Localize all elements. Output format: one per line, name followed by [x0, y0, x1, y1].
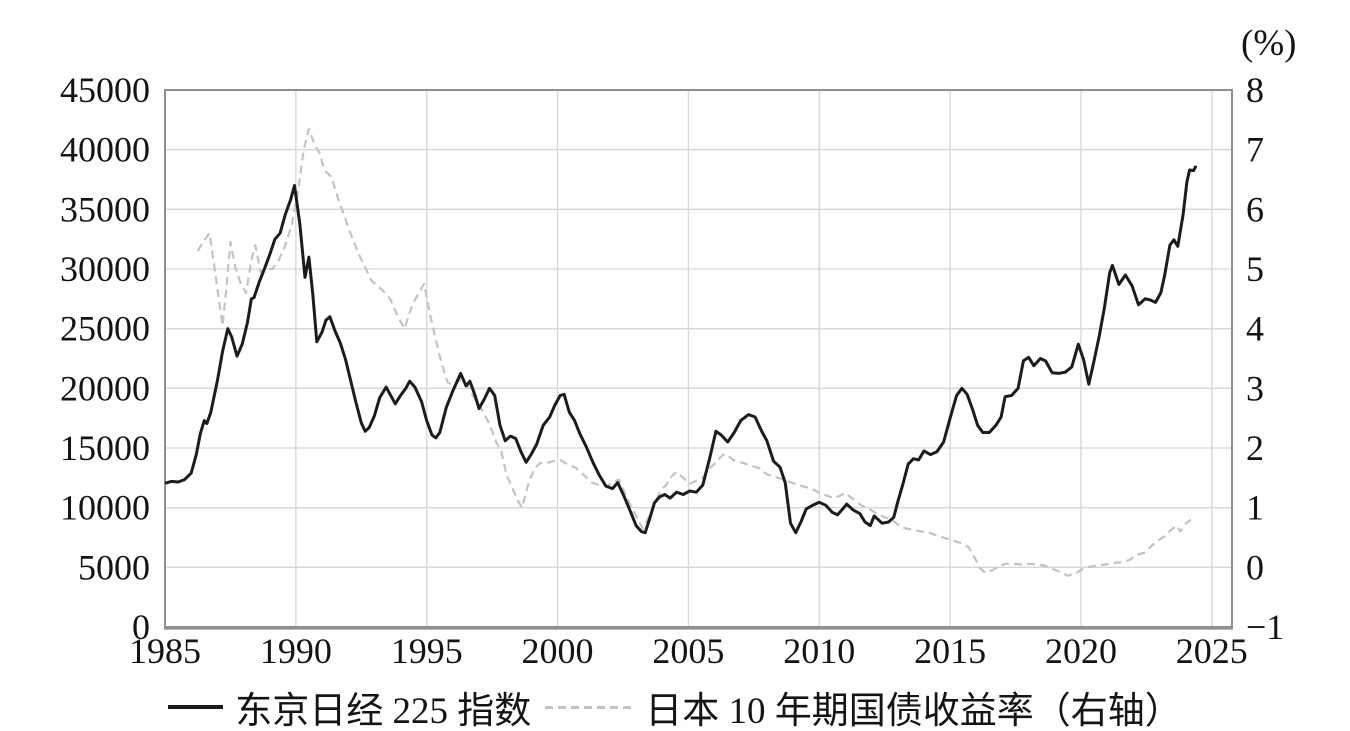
- svg-text:1990: 1990: [260, 631, 332, 671]
- svg-text:0: 0: [1246, 547, 1264, 587]
- legend: 东京日经 225 指数 日本 10 年期国债收益率（右轴）: [0, 680, 1350, 731]
- svg-text:2: 2: [1246, 428, 1264, 468]
- svg-text:25000: 25000: [60, 309, 150, 349]
- svg-text:30000: 30000: [60, 249, 150, 289]
- nikkei-solid-line-swatch: [168, 705, 224, 709]
- right-axis-unit-label: (%): [1241, 23, 1297, 64]
- svg-text:20000: 20000: [60, 368, 150, 408]
- svg-text:2015: 2015: [914, 631, 986, 671]
- svg-text:2020: 2020: [1045, 631, 1117, 671]
- svg-text:−1: −1: [1246, 607, 1284, 647]
- svg-text:4: 4: [1246, 309, 1264, 349]
- svg-text:1995: 1995: [391, 631, 463, 671]
- svg-text:2000: 2000: [522, 631, 594, 671]
- svg-text:10000: 10000: [60, 488, 150, 528]
- legend-label-jgb: 日本 10 年期国债收益率（右轴）: [645, 691, 1182, 731]
- svg-text:3: 3: [1246, 368, 1264, 408]
- svg-text:40000: 40000: [60, 130, 150, 170]
- svg-text:45000: 45000: [60, 70, 150, 110]
- svg-text:35000: 35000: [60, 189, 150, 229]
- legend-label-nikkei: 东京日经 225 指数: [235, 691, 532, 731]
- svg-text:6: 6: [1246, 189, 1264, 229]
- svg-text:1: 1: [1246, 488, 1264, 528]
- svg-text:1985: 1985: [129, 631, 201, 671]
- svg-text:2005: 2005: [652, 631, 724, 671]
- jgb-dashed-line-swatch: [545, 705, 634, 709]
- svg-text:0: 0: [132, 607, 150, 647]
- svg-text:8: 8: [1246, 70, 1264, 110]
- svg-text:7: 7: [1246, 130, 1264, 170]
- svg-text:5: 5: [1246, 249, 1264, 289]
- svg-text:2010: 2010: [783, 631, 855, 671]
- svg-text:2025: 2025: [1176, 631, 1248, 671]
- svg-text:5000: 5000: [78, 547, 150, 587]
- svg-text:15000: 15000: [60, 428, 150, 468]
